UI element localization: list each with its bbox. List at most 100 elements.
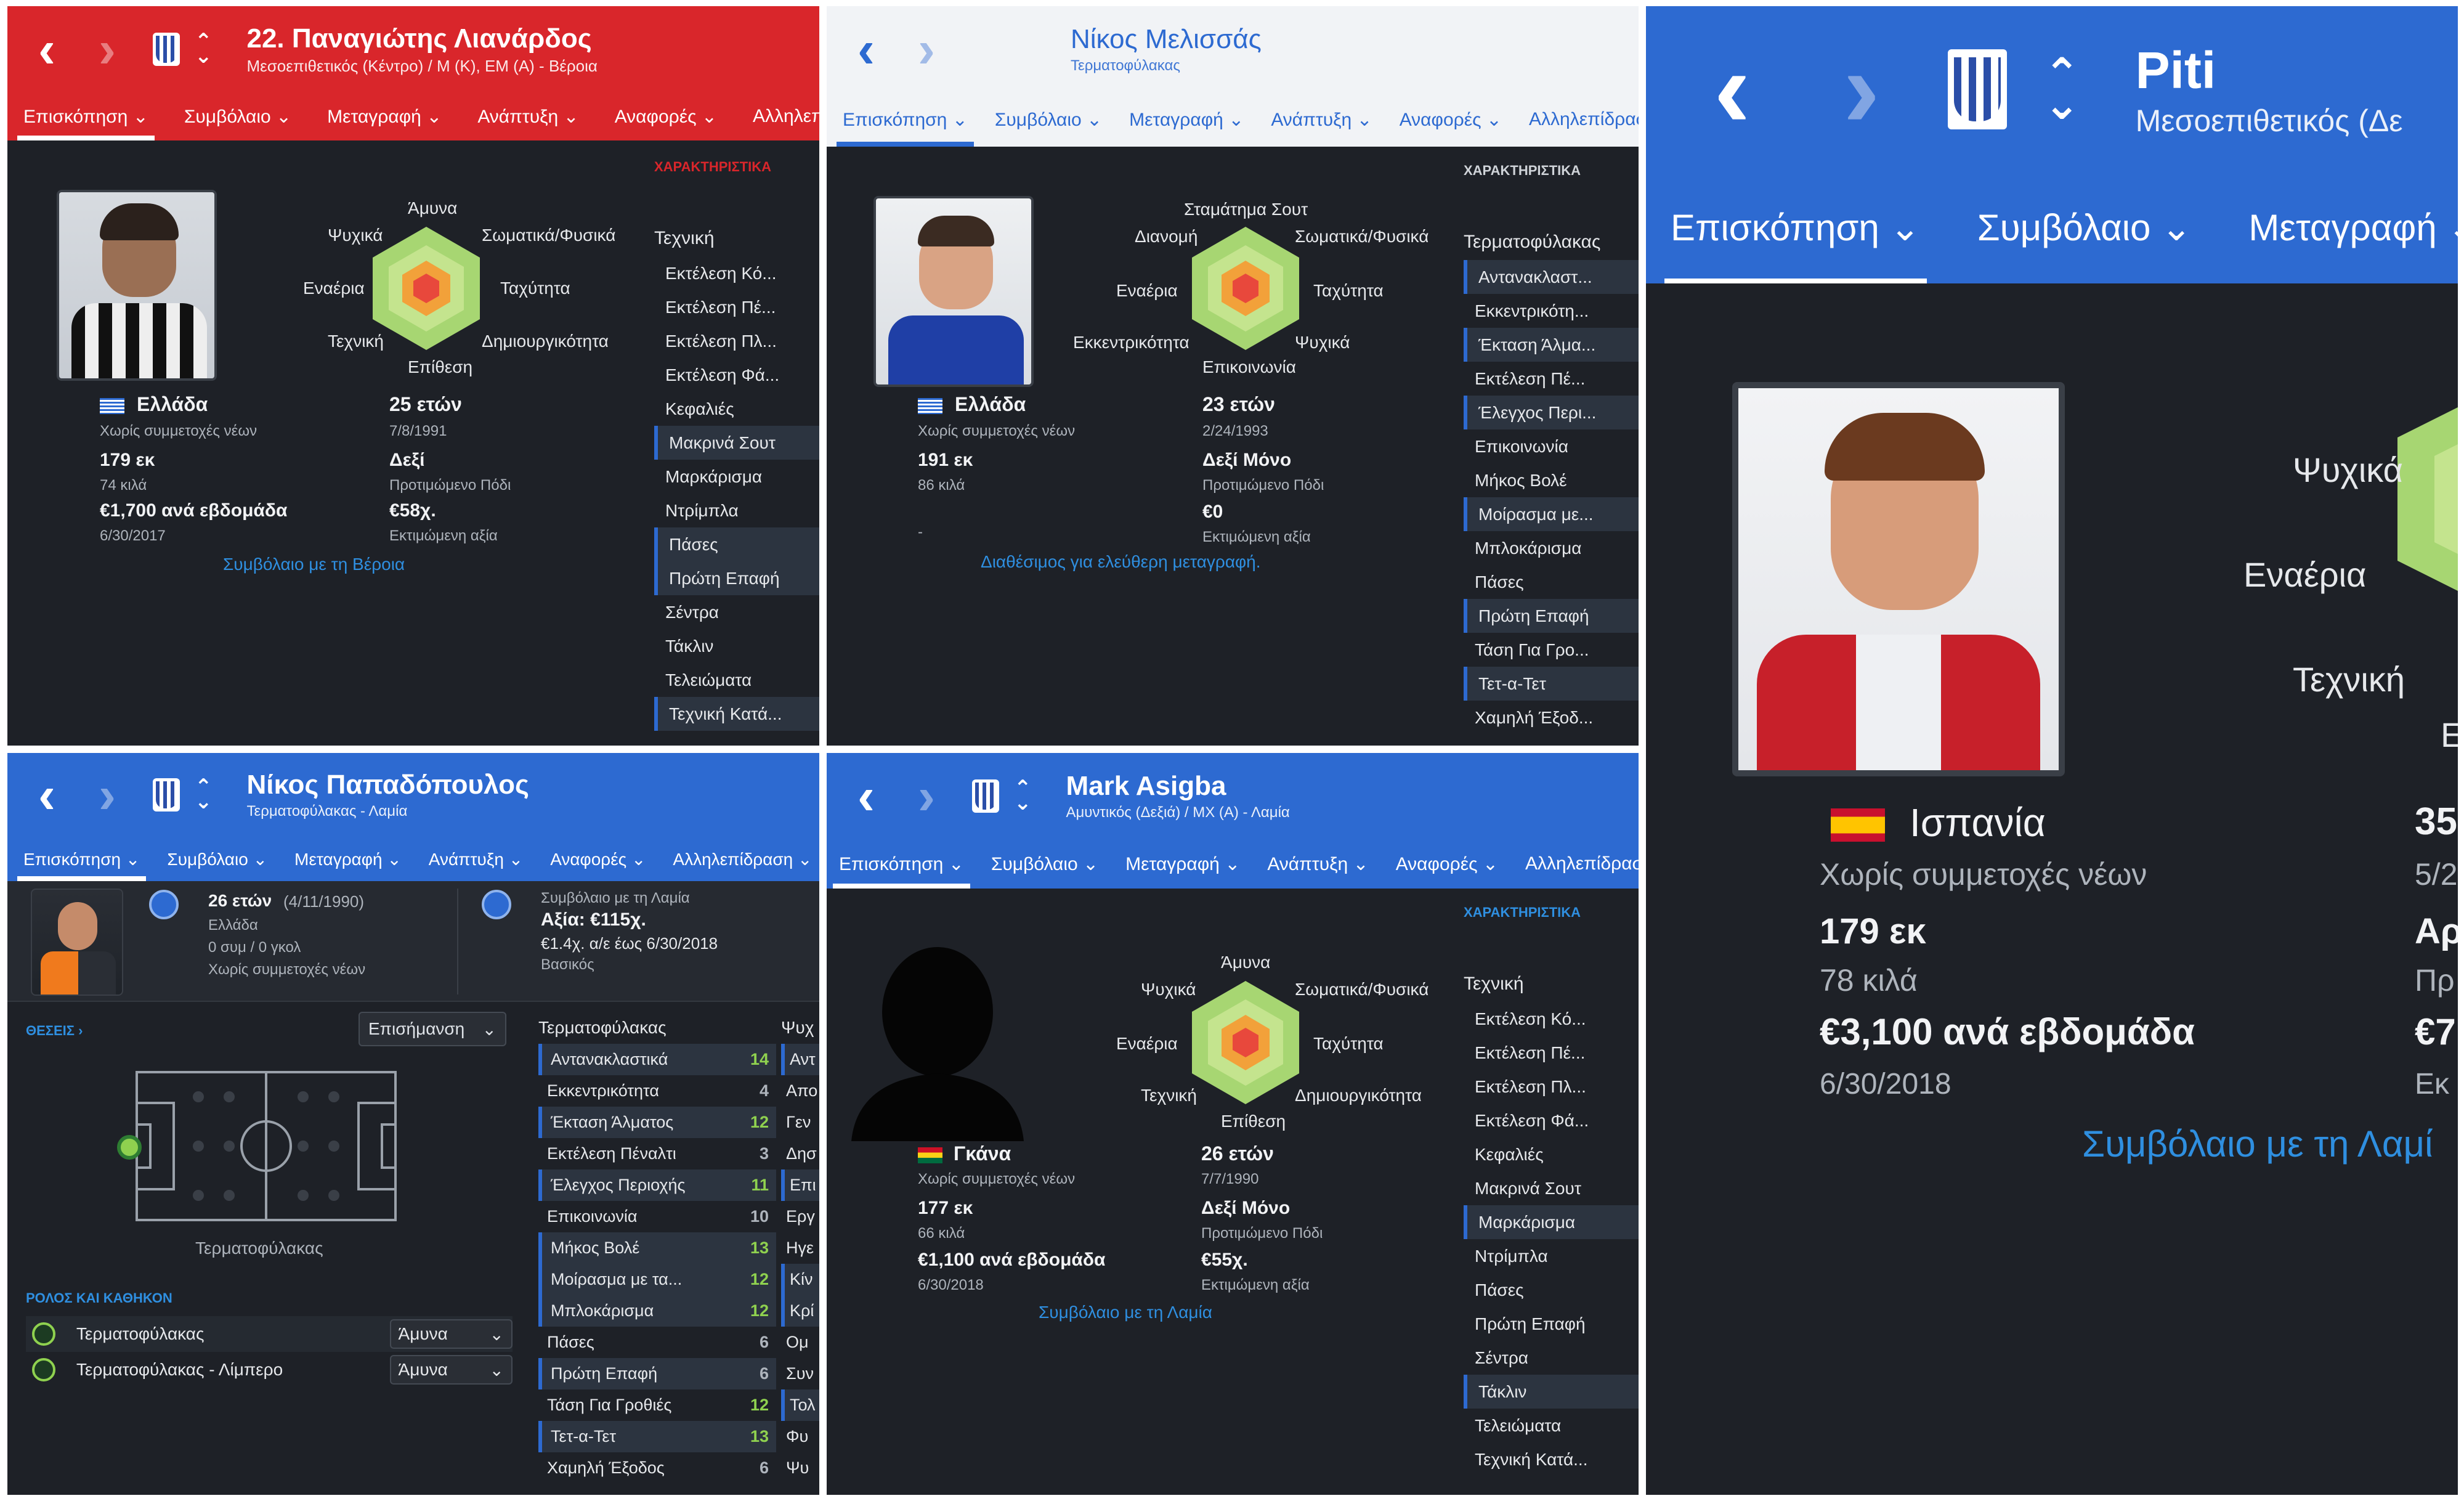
attribute-row[interactable]: Μήκος Βολέ 13 xyxy=(538,1232,776,1264)
attribute-row[interactable]: Επικοινωνία xyxy=(1464,429,1639,463)
tab-overview[interactable]: Επισκόπηση ⌄ xyxy=(17,92,155,140)
attribute-row[interactable]: Ομ xyxy=(781,1327,819,1358)
highlight-dropdown[interactable]: Επισήμανση ⌄ xyxy=(359,1012,506,1046)
tab-interaction[interactable]: Αλληλεπίδρασ xyxy=(1525,853,1639,874)
attribute-row[interactable]: Τετ-α-Τετ 13 xyxy=(538,1421,776,1452)
attribute-row[interactable]: Εκτέλεση Πέ... xyxy=(1464,1036,1639,1070)
attribute-row[interactable]: Επι xyxy=(781,1169,819,1201)
attribute-row[interactable]: Αντ xyxy=(781,1044,819,1075)
attribute-row[interactable]: Τελειώματα xyxy=(1464,1409,1639,1442)
tab-transfer[interactable]: Μεταγραφή ⌄ xyxy=(327,106,442,127)
player-switch-icon[interactable]: ⌃ ⌄ xyxy=(1013,776,1032,815)
back-arrow-icon[interactable]: ‹ xyxy=(38,766,55,824)
attribute-row[interactable]: Τεχνική Κατά... xyxy=(654,697,819,731)
attribute-row[interactable]: Έκταση Άλματος 12 xyxy=(538,1107,776,1138)
tab-interaction[interactable]: Αλληλεπίδρασ xyxy=(1529,109,1639,129)
attribute-row[interactable]: Μοίρασμα με τα... 12 xyxy=(538,1264,776,1295)
tab-overview[interactable]: Επισκόπηση ⌄ xyxy=(1664,173,1927,283)
attribute-row[interactable]: Πάσες 6 xyxy=(538,1327,776,1358)
attribute-row[interactable]: Μακρινά Σουτ xyxy=(654,426,819,460)
forward-arrow-icon[interactable]: › xyxy=(98,766,116,824)
attribute-row[interactable]: Εκτέλεση Πλ... xyxy=(654,324,819,358)
tab-transfer[interactable]: Μεταγραφή ⌄ xyxy=(2248,207,2458,248)
free-transfer-link[interactable]: Διαθέσιμος για ελεύθερη μεταγραφή. xyxy=(981,552,1261,571)
attribute-row[interactable]: Τάση Για Γροθιές 12 xyxy=(538,1389,776,1421)
attribute-row[interactable]: Πρώτη Επαφή xyxy=(654,561,819,595)
tab-development[interactable]: Ανάπτυξη ⌄ xyxy=(477,106,579,127)
attribute-row[interactable]: Τάση Για Γρο... xyxy=(1464,633,1639,667)
attribute-row[interactable]: Εκτέλεση Πέναλτι 3 xyxy=(538,1138,776,1169)
positions-link[interactable]: ΘΕΣΕΙΣ › xyxy=(26,1023,83,1038)
contract-link[interactable]: Συμβόλαιο με τη Λαμία xyxy=(1039,1303,1212,1322)
attribute-row[interactable]: Αντανακλαστ... xyxy=(1464,260,1639,294)
tab-transfer[interactable]: Μεταγραφή ⌄ xyxy=(1125,853,1241,874)
attribute-row[interactable]: Χαμηλή Έξοδ... xyxy=(1464,701,1639,734)
contract-link[interactable]: Συμβόλαιο με τη Βέροια xyxy=(223,555,405,574)
tab-development[interactable]: Ανάπτυξη ⌄ xyxy=(1271,109,1372,130)
player-switch-icon[interactable]: ⌃ ⌄ xyxy=(194,775,213,813)
attribute-row[interactable]: Ηγε xyxy=(781,1232,819,1264)
player-switch-icon[interactable]: ⌃ ⌄ xyxy=(194,30,213,68)
tab-overview[interactable]: Επισκόπηση ⌄ xyxy=(833,839,970,889)
attribute-row[interactable]: Τολ xyxy=(781,1389,819,1421)
attribute-row[interactable]: Φυ xyxy=(781,1421,819,1452)
attribute-row[interactable]: Εκτέλεση Κό... xyxy=(654,256,819,290)
attribute-row[interactable]: Ντρίμπλα xyxy=(1464,1239,1639,1273)
tab-contract[interactable]: Συμβόλαιο ⌄ xyxy=(994,109,1103,130)
role-row[interactable]: Τερματοφύλακας Άμυνα ⌄ xyxy=(26,1316,513,1352)
attribute-row[interactable]: Συν xyxy=(781,1358,819,1389)
attribute-row[interactable]: Μπλοκάρισμα xyxy=(1464,531,1639,565)
attribute-row[interactable]: Σέντρα xyxy=(1464,1341,1639,1375)
attribute-row[interactable]: Έλεγχος Περιοχής 11 xyxy=(538,1169,776,1201)
attribute-row[interactable]: Μαρκάρισμα xyxy=(1464,1205,1639,1239)
tab-contract[interactable]: Συμβόλαιο ⌄ xyxy=(1977,207,2192,248)
attribute-row[interactable]: Χαμηλή Έξοδος 6 xyxy=(538,1452,776,1484)
forward-arrow-icon[interactable]: › xyxy=(917,20,935,78)
attribute-row[interactable]: Μήκος Βολέ xyxy=(1464,463,1639,497)
attribute-row[interactable]: Έλεγχος Περι... xyxy=(1464,396,1639,429)
tab-reports[interactable]: Αναφορές ⌄ xyxy=(614,106,718,127)
attribute-row[interactable]: Μαρκάρισμα xyxy=(654,460,819,494)
attribute-row[interactable]: Πρώτη Επαφή 6 xyxy=(538,1358,776,1389)
attribute-row[interactable]: Μακρινά Σουτ xyxy=(1464,1171,1639,1205)
attribute-row[interactable]: Εκτέλεση Πλ... xyxy=(1464,1070,1639,1104)
attribute-row[interactable]: Πάσες xyxy=(654,527,819,561)
tab-interaction[interactable]: Αλληλεπίδραση ⌄ xyxy=(673,849,813,869)
attribute-row[interactable]: Δησ xyxy=(781,1138,819,1169)
contract-link[interactable]: Συμβόλαιο με τη Λαμί xyxy=(2082,1123,2433,1165)
tab-overview[interactable]: Επισκόπηση ⌄ xyxy=(17,837,147,881)
tab-reports[interactable]: Αναφορές ⌄ xyxy=(1395,853,1499,874)
back-arrow-icon[interactable]: ‹ xyxy=(1714,27,1751,151)
attribute-row[interactable]: Εργ xyxy=(781,1201,819,1232)
attribute-row[interactable]: Γεν xyxy=(781,1107,819,1138)
attribute-row[interactable]: Πρώτη Επαφή xyxy=(1464,599,1639,633)
attribute-row[interactable]: Έκταση Άλμα... xyxy=(1464,328,1639,362)
attribute-row[interactable]: Ντρίμπλα xyxy=(654,494,819,527)
back-arrow-icon[interactable]: ‹ xyxy=(857,20,875,78)
tab-contract[interactable]: Συμβόλαιο ⌄ xyxy=(184,106,292,127)
forward-arrow-icon[interactable]: › xyxy=(1842,27,1880,151)
duty-dropdown[interactable]: Άμυνα ⌄ xyxy=(389,1355,513,1385)
tab-contract[interactable]: Συμβόλαιο ⌄ xyxy=(167,849,268,869)
attribute-row[interactable]: Κεφαλιές xyxy=(1464,1137,1639,1171)
tab-reports[interactable]: Αναφορές ⌄ xyxy=(1399,109,1502,130)
tab-interaction[interactable]: Αλληλεπίδρα xyxy=(753,106,819,126)
attribute-row[interactable]: Κίν xyxy=(781,1264,819,1295)
attribute-row[interactable]: Τεχνική Κατά... xyxy=(1464,1442,1639,1476)
attribute-row[interactable]: Τάκλιν xyxy=(654,629,819,663)
attribute-row[interactable]: Μπλοκάρισμα 12 xyxy=(538,1295,776,1327)
attribute-row[interactable]: Επικοινωνία 10 xyxy=(538,1201,776,1232)
forward-arrow-icon[interactable]: › xyxy=(917,767,935,825)
attribute-row[interactable]: Εκτέλεση Φά... xyxy=(1464,1104,1639,1137)
attribute-row[interactable]: Τετ-α-Τετ xyxy=(1464,667,1639,701)
attribute-row[interactable]: Κεφαλιές xyxy=(654,392,819,426)
forward-arrow-icon[interactable]: › xyxy=(98,20,116,78)
tab-development[interactable]: Ανάπτυξη ⌄ xyxy=(428,849,524,869)
tab-contract[interactable]: Συμβόλαιο ⌄ xyxy=(991,853,1099,874)
tab-transfer[interactable]: Μεταγραφή ⌄ xyxy=(294,849,402,869)
attribute-row[interactable]: Αντανακλαστικά 14 xyxy=(538,1044,776,1075)
attribute-row[interactable]: Εκκεντρικότη... xyxy=(1464,294,1639,328)
duty-dropdown[interactable]: Άμυνα ⌄ xyxy=(389,1319,513,1349)
back-arrow-icon[interactable]: ‹ xyxy=(857,767,875,825)
attribute-row[interactable]: Κρί xyxy=(781,1295,819,1327)
